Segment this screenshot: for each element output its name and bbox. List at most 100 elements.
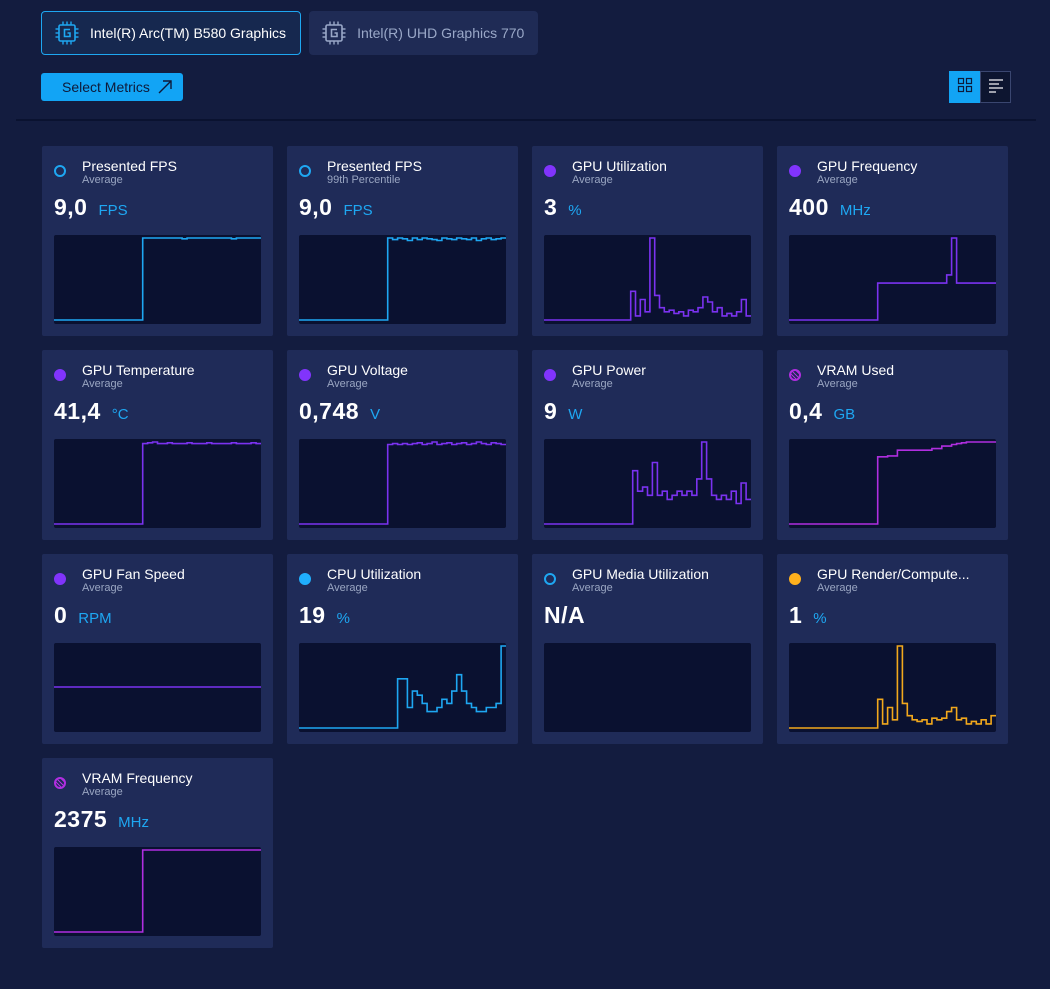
gpu-tab-label: Intel(R) Arc(TM) B580 Graphics [90,25,287,41]
metric-value-row: 9,0 FPS [54,194,128,221]
metric-card-gpu-utilization[interactable]: GPU Utilization Average 3% [532,146,763,336]
metric-value: 0,4 [789,398,823,424]
sparkline-series-line [789,441,996,525]
metric-name: GPU Utilization [572,158,667,174]
metric-name: GPU Voltage [327,362,408,378]
metric-legend-dot [299,573,311,585]
sparkline-series-line [299,237,506,321]
metric-card-cpu-utilization[interactable]: CPU Utilization Average 19% [287,554,518,744]
sparkline-svg [54,237,261,321]
metric-name: GPU Render/Compute... [817,566,970,582]
metric-sparkline-chart [789,439,996,528]
sparkline-svg [789,441,996,525]
gpu-tab-arc-b580[interactable]: Intel(R) Arc(TM) B580 Graphics [41,11,302,55]
metric-stat-type: Average [82,378,123,390]
metric-card-gpu-fan-speed[interactable]: GPU Fan Speed Average 0 RPM [42,554,273,744]
metric-card-presented-fps[interactable]: Presented FPS Average 9,0 FPS [42,146,273,336]
sparkline-svg [54,849,261,933]
sparkline-series-line [789,237,996,321]
gpu-chip-icon [54,20,80,46]
metric-sparkline-chart [789,643,996,732]
metric-sparkline-chart [299,235,506,324]
metric-value-row: 0,748 V [299,398,380,425]
metric-name: GPU Power [572,362,646,378]
metric-legend-dot [54,165,66,177]
metric-card-gpu-temperature[interactable]: GPU Temperature Average 41,4 °C [42,350,273,540]
sparkline-svg [544,441,751,525]
metric-value-row: 2375 MHz [54,806,149,833]
metric-unit: GB [833,406,856,423]
metric-card-gpu-frequency[interactable]: GPU Frequency Average 400 MHz [777,146,1008,336]
metric-sparkline-chart [544,643,751,732]
metric-legend-dot [544,165,556,177]
metric-value: 400 [789,194,829,220]
metric-sparkline-chart [544,439,751,528]
metric-sparkline-chart [789,235,996,324]
gpu-tab-uhd-770[interactable]: Intel(R) UHD Graphics 770 [309,11,539,55]
metric-sparkline-chart [299,643,506,732]
sparkline-series-line [54,441,261,525]
metric-stat-type: Average [817,174,858,186]
metric-card-gpu-render-compute[interactable]: GPU Render/Compute... Average 1% [777,554,1008,744]
list-view-icon [988,77,1004,98]
metric-card-gpu-media-utilization[interactable]: GPU Media Utilization Average N/A [532,554,763,744]
metric-name: Presented FPS [82,158,177,174]
metric-sparkline-chart [544,235,751,324]
sparkline-series-line [54,237,261,321]
sparkline-series-line [299,441,506,525]
metric-value-row: 41,4 °C [54,398,129,425]
metric-sparkline-chart [54,643,261,732]
external-arrow-icon [157,79,173,95]
metric-unit: MHz [839,202,871,219]
metric-unit: FPS [98,202,128,219]
metric-card-gpu-power[interactable]: GPU Power Average 9 W [532,350,763,540]
sparkline-svg [299,237,506,321]
metric-value: 0,748 [299,398,360,424]
metric-value: 0 [54,602,68,628]
metric-value-row: 1% [789,602,827,629]
metric-value-row: 9,0 FPS [299,194,373,221]
grid-view-button[interactable] [949,71,980,103]
sparkline-series-line [299,645,506,729]
sparkline-svg [789,237,996,321]
metric-value: 9,0 [54,194,88,220]
metric-card-vram-frequency[interactable]: VRAM Frequency Average 2375 MHz [42,758,273,948]
sparkline-series-line [544,441,751,525]
metric-legend-dot [299,165,311,177]
metric-cards-grid: Presented FPS Average 9,0 FPS Presented FPS 9… [42,146,1009,948]
sparkline-svg [789,645,996,729]
gpu-tabs: Intel(R) Arc(TM) B580 Graphics Intel(R) … [41,11,539,55]
metric-unit: °C [111,406,129,423]
metric-sparkline-chart [54,235,261,324]
sparkline-series-line [544,237,751,321]
metric-legend-dot [54,777,66,789]
metric-name: GPU Media Utilization [572,566,709,582]
metric-value: 19 [299,602,326,628]
metric-value: 1 [789,602,803,628]
metric-stat-type: 99th Percentile [327,174,401,186]
metric-legend-dot [789,165,801,177]
metric-card-presented-fps[interactable]: Presented FPS 99th Percentile 9,0 FPS [287,146,518,336]
metric-card-vram-used[interactable]: VRAM Used Average 0,4 GB [777,350,1008,540]
sparkline-svg [54,686,261,688]
metric-value: 9 [544,398,558,424]
list-view-button[interactable] [980,71,1011,103]
metric-stat-type: Average [82,582,123,594]
metric-unit: MHz [118,814,149,831]
sparkline-svg [299,441,506,525]
metric-value: 2375 [54,806,108,832]
sparkline-svg [54,441,261,525]
metric-unit: % [336,610,350,627]
metric-stat-type: Average [817,582,858,594]
metric-legend-dot [789,573,801,585]
metric-name: GPU Temperature [82,362,195,378]
metric-stat-type: Average [817,378,858,390]
metric-name: CPU Utilization [327,566,422,582]
metric-stat-type: Average [82,174,123,186]
sparkline-svg [299,645,506,729]
select-metrics-button[interactable]: Select Metrics [41,73,183,101]
metric-name: Presented FPS [327,158,422,174]
metric-card-gpu-voltage[interactable]: GPU Voltage Average 0,748 V [287,350,518,540]
metric-legend-dot [54,573,66,585]
header-divider [16,119,1036,121]
